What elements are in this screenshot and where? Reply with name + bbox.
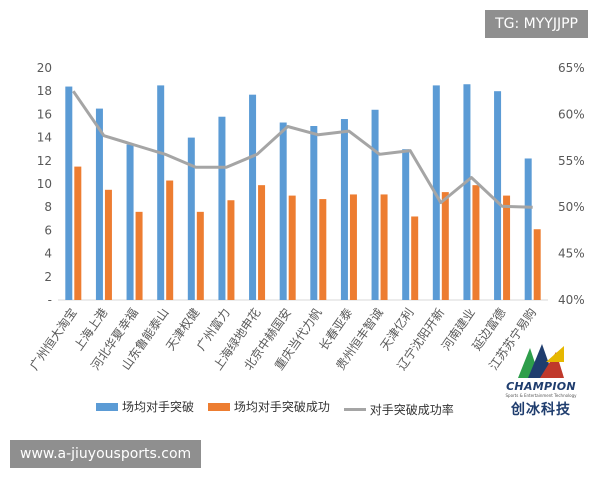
tg-badge: TG: MYYJJPP [485,10,588,38]
bar-series-2 [288,195,296,300]
x-tick-label: 广州恒大淘宝 [27,306,80,373]
x-axis-labels: 广州恒大淘宝上海上港河北华夏幸福山东鲁能泰山天津权健广州富力上海绿地申花北京中赫… [27,305,539,373]
bar-series-2 [380,194,388,300]
y-left-tick-label: 10 [37,177,52,191]
champion-logo-mark [518,344,564,378]
y-right-tick-label: 40% [558,293,585,307]
y-left-tick-label: 8 [44,200,52,214]
bar-series-1 [218,116,226,300]
bar-series-2 [258,185,266,300]
bar-series-1 [65,86,73,300]
y-right-tick-label: 55% [558,154,585,168]
bar-series-1 [279,122,287,301]
bar-series-2 [166,180,174,300]
line-layer [72,90,533,209]
logo-chinese-name: 创冰科技 [511,402,571,418]
bar-series-1 [157,85,165,301]
y-right-tick-label: 50% [558,200,585,214]
left-y-axis: - 2 4 6 8 10 12 14 16 18 20 [37,61,52,307]
y-left-tick-label: 12 [37,154,52,168]
bar-series-2 [196,211,204,300]
bar-series-1 [402,149,410,300]
bar-series-2 [135,211,143,300]
bar-series-2 [441,192,449,300]
legend-label-series-1: 场均对手突破 [122,400,195,414]
legend-label-series-2: 场均对手突破成功 [233,400,330,414]
line-series-3 [72,90,533,209]
chart-legend: 场均对手突破 场均对手突破成功 对手突破成功率 [96,398,464,418]
bar-series-2 [319,199,327,300]
bar-series-1 [249,94,257,301]
bar-series-1 [463,84,471,301]
y-left-tick-label: 14 [37,131,52,145]
legend-item-series-3: 对手突破成功率 [343,401,454,418]
legend-label-series-3: 对手突破成功率 [369,402,454,417]
bar-series-2 [533,229,541,300]
bar-series-1 [187,137,195,300]
bar-series-1 [126,144,134,300]
champion-logo: CHAMPION Sports & Entertainment Technolo… [498,342,584,422]
site-url-badge: www.a-jiuyousports.com [10,440,202,468]
y-left-tick-label: 6 [44,223,52,237]
bar-series-1 [524,158,532,300]
y-left-tick-label: 2 [44,270,52,284]
bar-series-1 [494,91,502,300]
bar-series-2 [349,194,357,300]
logo-wordmark: CHAMPION [506,380,576,393]
legend-item-series-1: 场均对手突破 [96,398,194,415]
legend-item-series-2: 场均对手突破成功 [207,398,330,415]
logo-subtitle: Sports & Entertainment Technology [505,393,577,398]
y-left-tick-label: 18 [37,84,52,98]
legend-swatch-gray-line [343,407,366,411]
y-left-tick-label: 4 [44,247,52,261]
y-left-tick-label: - [48,293,52,307]
bar-series-1 [371,109,379,300]
y-right-tick-label: 60% [558,107,585,121]
y-right-tick-label: 45% [558,247,585,261]
y-right-tick-label: 65% [558,61,585,75]
y-left-tick-label: 16 [37,107,52,121]
bar-series-2 [472,185,480,300]
legend-swatch-orange [207,402,230,411]
bar-series-2 [503,195,511,300]
bar-series-2 [74,166,82,300]
bar-series-1 [340,119,348,300]
right-y-axis: 40% 45% 50% 55% 60% 65% [558,61,585,307]
bar-series-1 [95,108,103,300]
legend-swatch-blue [96,402,118,411]
bar-series-2 [227,200,235,300]
y-left-tick-label: 20 [37,61,52,75]
bar-series-2 [104,189,112,300]
bar-series-1 [310,126,318,300]
bar-layer [58,84,548,301]
bar-series-2 [411,216,419,300]
